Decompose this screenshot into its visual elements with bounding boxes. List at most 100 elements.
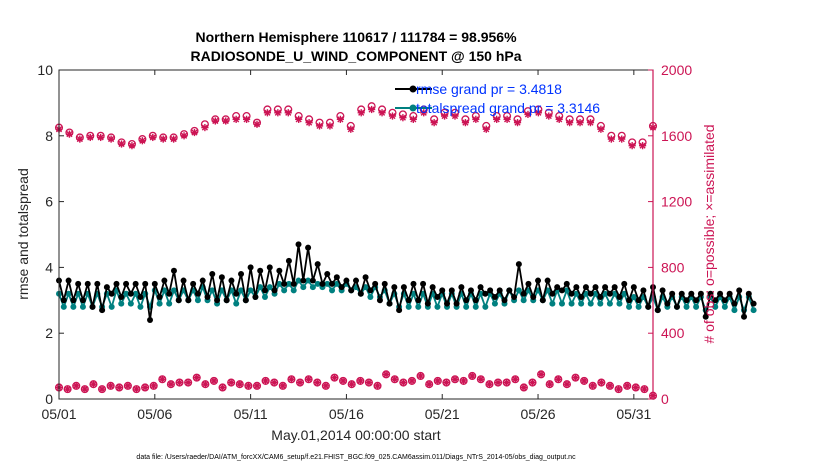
obs-count-assimilated-marker <box>451 375 459 383</box>
rmse-marker <box>491 294 498 301</box>
y-right-tick-label: 2000 <box>661 62 692 78</box>
obs-count-assimilated-marker <box>554 375 562 383</box>
totalspread-marker <box>290 287 297 294</box>
rmse-marker <box>664 300 671 307</box>
y-axis-left-label: rmse and totalspread <box>15 168 31 300</box>
totalspread-marker <box>693 303 700 310</box>
obs-count-assimilated-marker <box>141 383 149 392</box>
obs-count-assimilated-marker <box>270 378 278 387</box>
rmse-marker <box>640 287 647 294</box>
rmse-marker <box>185 297 192 304</box>
totalspread-marker <box>305 277 312 284</box>
rmse-marker <box>333 274 340 281</box>
obs-count-assimilated-marker <box>520 383 528 392</box>
obs-count-assimilated-marker <box>244 382 252 390</box>
rmse-marker <box>745 290 752 297</box>
rmse-marker <box>635 297 642 304</box>
y-axis-right: 0 400 800 1200 1600 2000 <box>648 62 692 407</box>
rmse-marker <box>123 280 130 287</box>
obs-count-assimilated-marker <box>81 385 89 393</box>
totalspread-marker <box>194 297 201 304</box>
rmse-marker <box>161 277 168 284</box>
obs-assimilated-marker <box>555 115 563 123</box>
rmse-marker <box>726 290 733 297</box>
rmse-marker <box>697 290 704 297</box>
rmse-marker <box>683 297 690 304</box>
rmse-marker <box>281 280 288 287</box>
rmse-marker <box>137 294 144 301</box>
obs-assimilated-marker <box>534 109 542 117</box>
rmse-marker <box>602 284 609 291</box>
rmse-marker <box>166 290 173 297</box>
obs-count-assimilated-marker <box>580 377 588 385</box>
x-tick-label: 05/01 <box>41 406 76 422</box>
obs-count-assimilated-marker <box>511 375 519 383</box>
obs-count-assimilated-marker <box>210 377 218 385</box>
totalspread-marker <box>266 284 273 291</box>
obs-count-assimilated-marker <box>606 382 614 390</box>
totalspread-marker <box>731 307 738 314</box>
rmse-marker <box>606 290 613 297</box>
obs-count-assimilated-marker <box>477 375 485 383</box>
rmse-marker <box>587 290 594 297</box>
rmse-marker <box>204 294 211 301</box>
totalspread-marker <box>170 287 177 294</box>
obs-count-assimilated-marker <box>460 377 468 385</box>
obs-count-assimilated-marker <box>313 378 321 387</box>
rmse-marker <box>175 297 182 304</box>
rmse-marker <box>70 297 77 304</box>
rmse-marker <box>573 284 580 291</box>
obs-assimilated-marker <box>117 140 126 148</box>
totalspread-marker <box>309 284 316 291</box>
x-tick-label: 05/16 <box>329 406 364 422</box>
obs-count-assimilated-marker <box>503 378 511 387</box>
obs-assimilated-marker <box>305 119 313 127</box>
obs-count-assimilated-marker <box>107 382 115 390</box>
rmse-marker <box>582 284 589 291</box>
rmse-marker <box>199 277 206 284</box>
obs-assimilated-marker <box>586 119 595 127</box>
totalspread-marker <box>472 303 479 310</box>
rmse-marker <box>319 280 326 287</box>
rmse-marker <box>295 241 302 248</box>
legend-rmse-label: rmse grand pr = 3.4818 <box>416 81 562 97</box>
rmse-marker <box>170 267 177 274</box>
chart-title-line1: Northern Hemisphere 110617 / 111784 = 98… <box>195 29 517 45</box>
rmse-marker <box>554 284 561 291</box>
legend: rmse grand pr = 3.4818 totalspread grand… <box>395 81 600 116</box>
chart-title-line2: RADIOSONDE_U_WIND_COMPONENT @ 150 hPa <box>190 48 521 64</box>
obs-assimilated-marker <box>503 115 511 123</box>
totalspread-marker <box>281 287 288 294</box>
rmse-marker <box>535 277 542 284</box>
rmse-marker <box>285 257 292 264</box>
obs-count-assimilated-marker <box>623 382 631 390</box>
rmse-marker <box>338 284 345 291</box>
obs-assimilated-marker <box>378 109 386 117</box>
rmse-marker <box>750 300 757 307</box>
obs-count-assimilated-marker <box>434 377 442 385</box>
rmse-marker <box>75 280 82 287</box>
rmse-marker <box>558 287 565 294</box>
totalspread-marker <box>683 303 690 310</box>
totalspread-marker <box>257 284 264 291</box>
rmse-marker <box>132 280 139 287</box>
obs-assimilated-marker <box>597 125 605 133</box>
rmse-marker <box>238 270 245 277</box>
y-left-tick-label: 4 <box>45 259 53 275</box>
rmse-marker <box>717 290 724 297</box>
obs-assimilated-marker <box>545 112 553 120</box>
rmse-marker <box>247 264 254 271</box>
obs-assimilated-marker <box>513 119 522 127</box>
rmse-marker <box>520 290 527 297</box>
obs-count-assimilated-marker <box>348 380 356 388</box>
rmse-marker <box>506 287 513 294</box>
rmse-marker <box>472 297 479 304</box>
obs-assimilated-marker <box>326 122 334 130</box>
obs-assimilated-marker <box>618 135 626 143</box>
obs-count-assimilated-marker <box>537 370 545 378</box>
y-right-tick-label: 400 <box>661 325 685 341</box>
rmse-marker <box>314 261 321 268</box>
obs-assimilated-marker <box>284 109 292 117</box>
totalspread-marker <box>515 287 522 294</box>
rmse-marker <box>712 297 719 304</box>
